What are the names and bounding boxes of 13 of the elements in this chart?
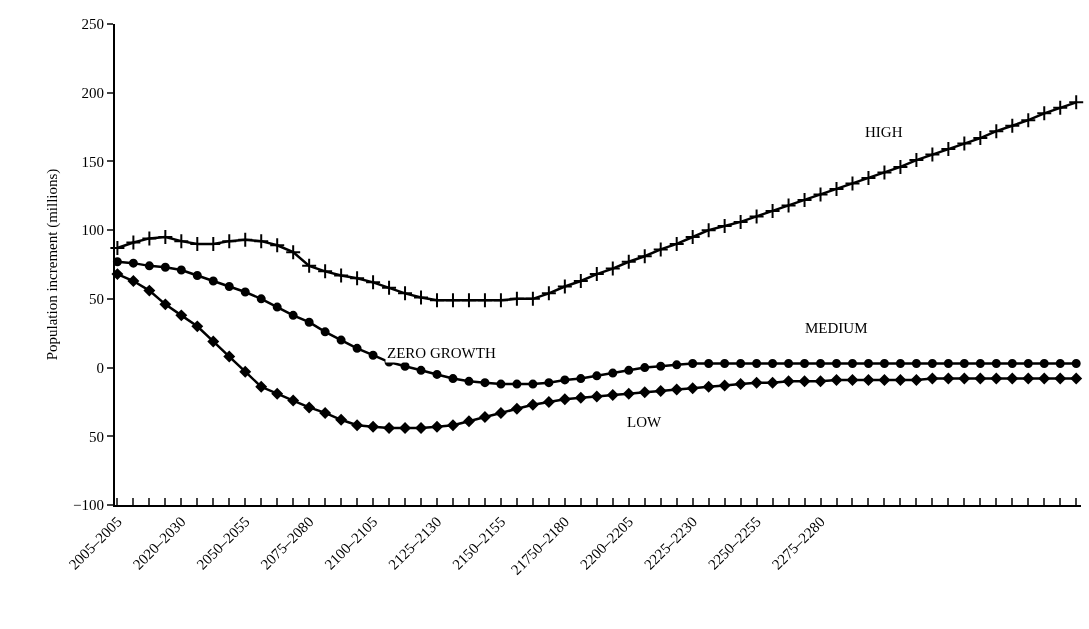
y-tick-label: 250 (81, 16, 104, 33)
y-tick-label: 150 (81, 153, 104, 170)
y-tick-label: 50 (89, 428, 104, 445)
y-axis-title: Population increment (millions) (43, 168, 61, 361)
y-tick-label: 50 (89, 291, 104, 308)
annotation: ZERO GROWTH (387, 345, 496, 361)
y-tick-label: 100 (81, 222, 104, 239)
series-label: HIGH (865, 124, 903, 140)
y-tick-label: 0 (96, 359, 104, 376)
y-tick-label: −100 (73, 497, 104, 514)
y-tick-label: 200 (81, 84, 104, 101)
series-label: LOW (627, 414, 662, 430)
series-label: MEDIUM (805, 320, 868, 336)
